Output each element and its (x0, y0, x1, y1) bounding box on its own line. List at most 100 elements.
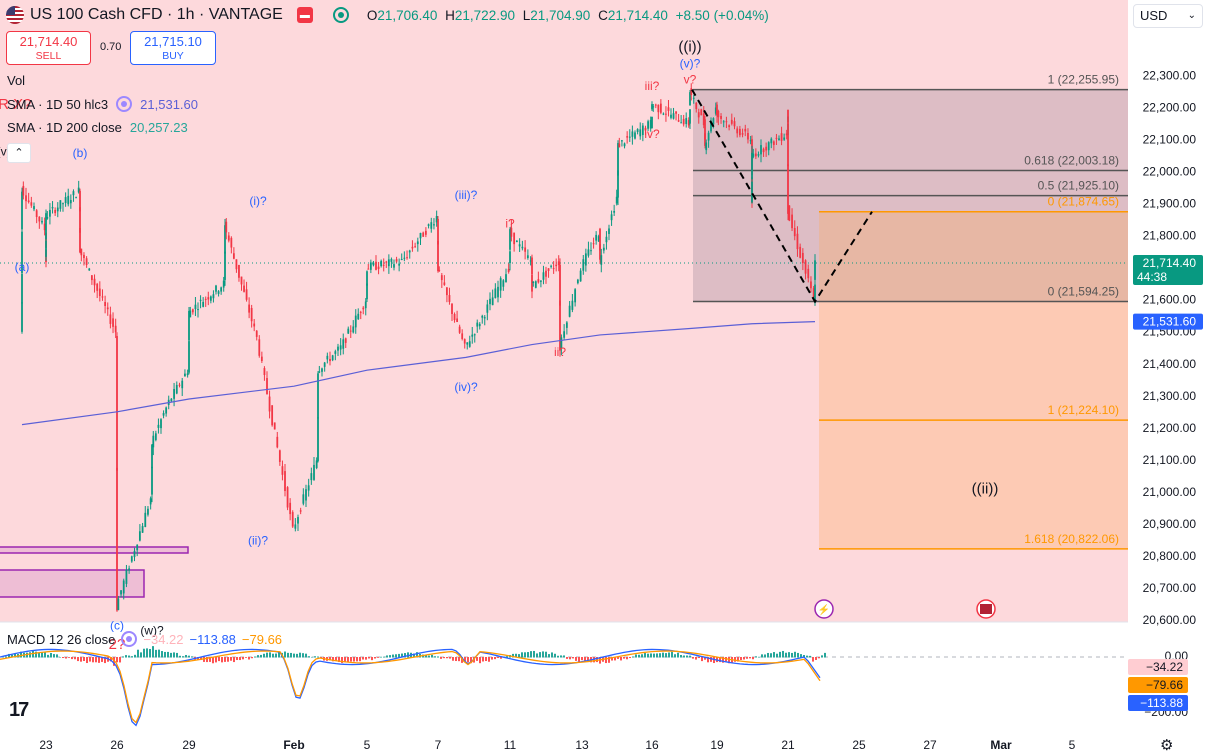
candle-body (453, 314, 456, 321)
candle-body (302, 494, 305, 504)
macd-value-1: −34.22 (143, 631, 184, 647)
candle-body (597, 236, 600, 242)
sma50-legend[interactable]: SMA · 1D 50 hlc3 21,531.60 (7, 96, 198, 112)
macd-histogram-bar (500, 657, 502, 659)
candle-body (799, 246, 802, 258)
candle-body (106, 307, 109, 310)
currency-select[interactable]: USD ⌄ (1133, 4, 1203, 28)
macd-histogram-bar (752, 657, 754, 660)
sma200-legend[interactable]: SMA · 1D 200 close 20,257.23 (7, 120, 188, 135)
macd-histogram-bar (104, 657, 106, 664)
macd-histogram-bar (62, 657, 64, 659)
candle-body (505, 274, 507, 283)
candle-body (83, 254, 85, 259)
price-axis-tick: 21,300.00 (1143, 389, 1197, 403)
macd-histogram-bar (755, 656, 757, 658)
candle-body (807, 268, 810, 279)
candle-body (243, 285, 245, 292)
macd-histogram-bar (407, 652, 409, 658)
macd-histogram-bar (191, 656, 193, 658)
candle-body (689, 92, 691, 106)
candle-body (652, 106, 655, 108)
candle-body (677, 120, 680, 122)
macd-histogram-bar (578, 657, 580, 662)
market-open-icon[interactable] (332, 7, 349, 23)
macd-histogram-bar (164, 651, 166, 658)
candle-body (770, 138, 773, 144)
candle-body (191, 309, 194, 313)
candle-body (147, 508, 149, 515)
wave-label: OR X? (0, 96, 32, 113)
candle-body (366, 271, 368, 286)
candle-body (315, 460, 318, 468)
macd-settings-icon[interactable] (121, 631, 138, 647)
candle-body (151, 444, 153, 469)
candle-body (165, 407, 168, 414)
candle-body (408, 250, 411, 253)
candle-body (406, 257, 408, 259)
chevron-up-icon[interactable]: ⌃ (7, 143, 31, 163)
macd-histogram-bar (596, 657, 598, 663)
macd-histogram-bar (794, 651, 796, 658)
macd-histogram-bar (773, 652, 775, 658)
macd-histogram-bar (389, 655, 391, 658)
candle-body (291, 512, 294, 527)
sell-button[interactable]: 21,714.40 SELL (6, 31, 91, 65)
macd-histogram-bar (737, 657, 739, 662)
buy-button[interactable]: 21,715.10 BUY (130, 31, 216, 65)
symbol-title[interactable]: US 100 Cash CFD · 1h · VANTAGE (30, 6, 283, 23)
sell-label: SELL (35, 50, 62, 62)
wave-label: (c) (110, 619, 124, 633)
candle-body (537, 279, 540, 283)
time-axis-tick: Feb (283, 738, 304, 752)
candle-body (357, 313, 360, 320)
macd-histogram-bar (110, 657, 112, 662)
macd-histogram-bar (89, 657, 91, 662)
candle-body (38, 216, 41, 222)
candle-body (733, 121, 736, 127)
tradingview-logo[interactable]: 17 (9, 699, 29, 721)
candle-body (443, 282, 446, 285)
candle-body (812, 288, 815, 298)
candle-body (738, 128, 741, 136)
candle-body (595, 234, 598, 241)
candle-body (557, 261, 560, 266)
gear-icon[interactable]: ⚙ (1160, 737, 1174, 754)
candle-body (644, 127, 647, 131)
candle-body (362, 307, 365, 310)
candle-body (109, 314, 112, 324)
wave-label: (iv)? (454, 380, 478, 394)
candle-body (268, 396, 271, 412)
candle-body (665, 113, 667, 115)
red-square-icon[interactable]: ▬ (296, 7, 313, 23)
candle-body (639, 129, 642, 137)
candle-body (463, 339, 466, 344)
sma-settings-icon[interactable] (116, 96, 133, 112)
macd-histogram-bar (263, 653, 265, 658)
macd-histogram-bar (515, 653, 517, 658)
candle-body (188, 341, 190, 373)
candle-body (599, 244, 601, 260)
macd-histogram-bar (359, 657, 361, 662)
time-axis-tick: 23 (39, 738, 53, 752)
macd-histogram-bar (125, 655, 127, 658)
macd-histogram-bar (371, 657, 373, 661)
candle-body (636, 129, 639, 132)
candle-body (88, 268, 91, 271)
candle-body (248, 304, 251, 313)
candle-body (599, 228, 601, 251)
macd-histogram-bar (662, 652, 664, 658)
macd-value-badge-text: −79.66 (1146, 678, 1183, 692)
price-pane-background (0, 0, 1128, 622)
candle-body (215, 285, 217, 292)
candle-body (626, 136, 629, 138)
volume-legend[interactable]: Vol (7, 73, 25, 88)
candle-body (197, 309, 199, 311)
candle-body (717, 110, 720, 118)
candle-body (79, 228, 81, 253)
macd-legend[interactable]: MACD 12 26 close −34.22 −113.88 −79.66 (7, 631, 282, 647)
candle-body (722, 121, 725, 123)
candle-body (440, 275, 443, 281)
candle-body (273, 422, 276, 430)
